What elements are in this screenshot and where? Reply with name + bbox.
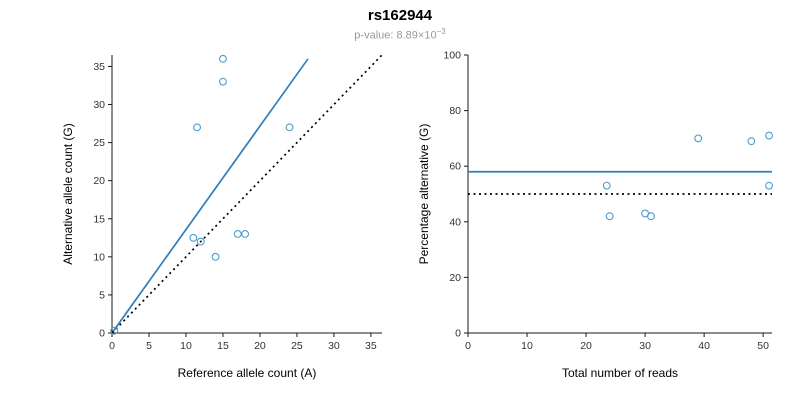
svg-text:30: 30 [328, 340, 340, 352]
svg-text:0: 0 [99, 328, 105, 340]
axes: 0 10 20 30 40 50 0 20 40 60 80 100 [443, 50, 772, 352]
svg-text:35: 35 [365, 340, 377, 352]
data-points [110, 54, 294, 335]
data-point [233, 230, 242, 238]
svg-text:10: 10 [180, 340, 192, 352]
svg-text:30: 30 [639, 340, 651, 352]
data-point [189, 233, 198, 242]
data-point [110, 326, 119, 335]
charts-row: 0 5 10 15 20 25 30 35 0 5 10 15 20 25 30 35 Reference al… [0, 45, 800, 400]
scatter-allele-counts: 0 5 10 15 20 25 30 35 0 5 10 15 20 25 30 35 Reference al… [61, 54, 383, 380]
svg-text:40: 40 [449, 216, 461, 228]
svg-text:30: 30 [93, 99, 105, 111]
svg-text:5: 5 [99, 289, 105, 301]
svg-text:25: 25 [93, 137, 105, 149]
pvalue-label: p-value: [354, 29, 397, 42]
data-points [602, 131, 773, 221]
svg-text:20: 20 [254, 340, 266, 352]
reference-lines [468, 170, 772, 195]
figure-title: rs162944 [367, 7, 433, 24]
svg-text:Total number of reads: Total number of reads [562, 366, 678, 380]
data-point [193, 123, 202, 132]
svg-text:5: 5 [146, 340, 152, 352]
svg-text:20: 20 [449, 272, 461, 284]
data-point [196, 237, 205, 246]
pvalue-exponent: −3 [436, 27, 446, 36]
data-point [765, 131, 773, 140]
svg-text:60: 60 [449, 161, 461, 173]
data-point [694, 134, 703, 143]
pvalue-subtitle: p-value: 8.89×10−3 [0, 25, 800, 43]
identity-line [111, 54, 383, 334]
svg-text:0: 0 [455, 328, 461, 340]
svg-text:15: 15 [217, 340, 229, 352]
data-point [241, 230, 250, 238]
data-point [647, 212, 655, 221]
figure-header: rs162944 p-value: 8.89×10−3 [0, 0, 800, 45]
axis-labels: Total number of reads Percentage alternat… [417, 124, 678, 380]
svg-text:20: 20 [93, 175, 105, 187]
data-point [765, 181, 773, 190]
data-point [602, 181, 611, 190]
axes: 0 5 10 15 20 25 30 35 0 5 10 15 20 25 30 35 [93, 55, 382, 352]
svg-text:Reference allele count (A): Reference allele count (A) [178, 366, 317, 380]
svg-text:0: 0 [465, 340, 471, 352]
data-point [605, 212, 614, 221]
svg-text:20: 20 [580, 340, 592, 352]
axis-labels: Reference allele count (A) Alternative al… [61, 123, 316, 380]
svg-text:50: 50 [757, 340, 769, 352]
scatter-percentage-reads: 0 10 20 30 40 50 0 20 40 60 80 100 Total number of r… [417, 50, 773, 380]
svg-text:10: 10 [93, 251, 105, 263]
data-point [219, 77, 227, 86]
reference-lines [111, 54, 383, 334]
pvalue-base: 8.89×10 [396, 29, 437, 42]
regression-line [111, 58, 309, 334]
svg-text:Alternative allele count (G): Alternative allele count (G) [61, 123, 75, 264]
svg-text:35: 35 [93, 61, 105, 73]
svg-text:10: 10 [521, 340, 533, 352]
svg-text:80: 80 [449, 105, 461, 117]
svg-text:25: 25 [291, 340, 303, 352]
data-point [285, 123, 294, 132]
svg-text:15: 15 [93, 213, 105, 225]
data-point [211, 252, 220, 261]
data-point [747, 137, 756, 146]
svg-text:100: 100 [443, 50, 461, 62]
svg-text:0: 0 [109, 340, 115, 352]
svg-text:40: 40 [698, 340, 710, 352]
svg-text:Percentage alternative (G): Percentage alternative (G) [417, 124, 431, 265]
data-point [219, 54, 227, 63]
